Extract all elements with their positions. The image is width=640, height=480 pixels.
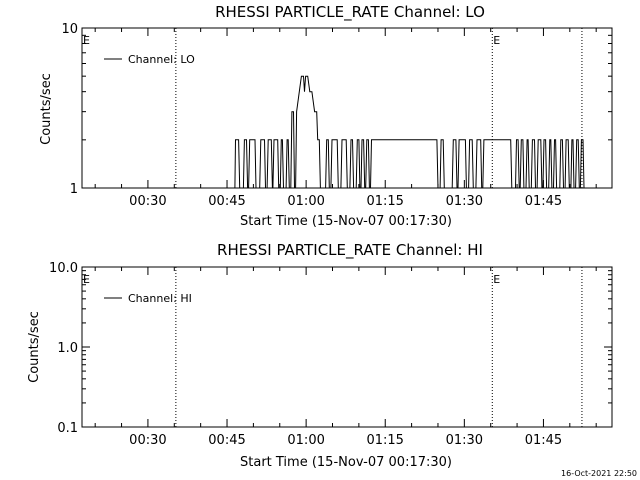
lo-x-tick-label: 00:45 xyxy=(208,194,245,209)
hi-channel-panel: RHESSI PARTICLE_RATE Channel: HI Counts/… xyxy=(27,241,613,470)
hi-y-tick-label: 0.1 xyxy=(57,421,78,436)
hi-legend-label: Channel: HI xyxy=(128,292,192,305)
lo-x-tick-label: 01:00 xyxy=(287,194,324,209)
hi-x-tick-label: 01:00 xyxy=(287,433,324,448)
hi-y-axis-label: Counts/sec xyxy=(27,311,42,383)
hi-y-tick-label: 1.0 xyxy=(57,341,78,356)
hi-x-tick-label: 00:30 xyxy=(129,433,166,448)
hi-panel-title: RHESSI PARTICLE_RATE Channel: HI xyxy=(217,241,483,260)
hi-legend: Channel: HI xyxy=(104,292,192,305)
lo-x-tick-label: 01:45 xyxy=(525,194,562,209)
lo-x-axis-label: Start Time (15-Nov-07 00:17:30) xyxy=(240,214,452,229)
lo-plot-frame xyxy=(81,27,613,189)
hi-event-e-label: E xyxy=(493,273,500,286)
lo-x-tick-label: 01:30 xyxy=(446,194,483,209)
lo-rate-series-line xyxy=(82,75,585,189)
lo-y-axis-label: Counts/sec xyxy=(39,73,54,145)
hi-x-tick-label: 00:45 xyxy=(208,433,245,448)
lo-x-tick-label: 00:30 xyxy=(129,194,166,209)
lo-y-tick-label: 10 xyxy=(61,22,78,37)
hi-x-tick-label: 01:30 xyxy=(446,433,483,448)
lo-channel-panel: RHESSI PARTICLE_RATE Channel: LO Counts/… xyxy=(39,3,613,229)
lo-x-tick-label: 01:15 xyxy=(366,194,403,209)
lo-event-e-label: E xyxy=(493,34,500,47)
lo-y-tick-label: 1 xyxy=(70,182,78,197)
lo-legend-label: Channel: LO xyxy=(128,53,195,66)
hi-y-tick-label: 10.0 xyxy=(49,261,78,276)
hi-x-tick-label: 01:45 xyxy=(525,433,562,448)
lo-legend: Channel: LO xyxy=(104,53,195,66)
lo-event-e-label: E xyxy=(83,34,90,47)
hi-x-axis-label: Start Time (15-Nov-07 00:17:30) xyxy=(240,455,452,470)
hi-event-e-label: E xyxy=(83,273,90,286)
lo-panel-title: RHESSI PARTICLE_RATE Channel: LO xyxy=(215,3,485,22)
hi-x-tick-label: 01:15 xyxy=(366,433,403,448)
generation-timestamp: 16-Oct-2021 22:50 xyxy=(561,469,637,478)
hi-plot-frame xyxy=(81,266,613,428)
